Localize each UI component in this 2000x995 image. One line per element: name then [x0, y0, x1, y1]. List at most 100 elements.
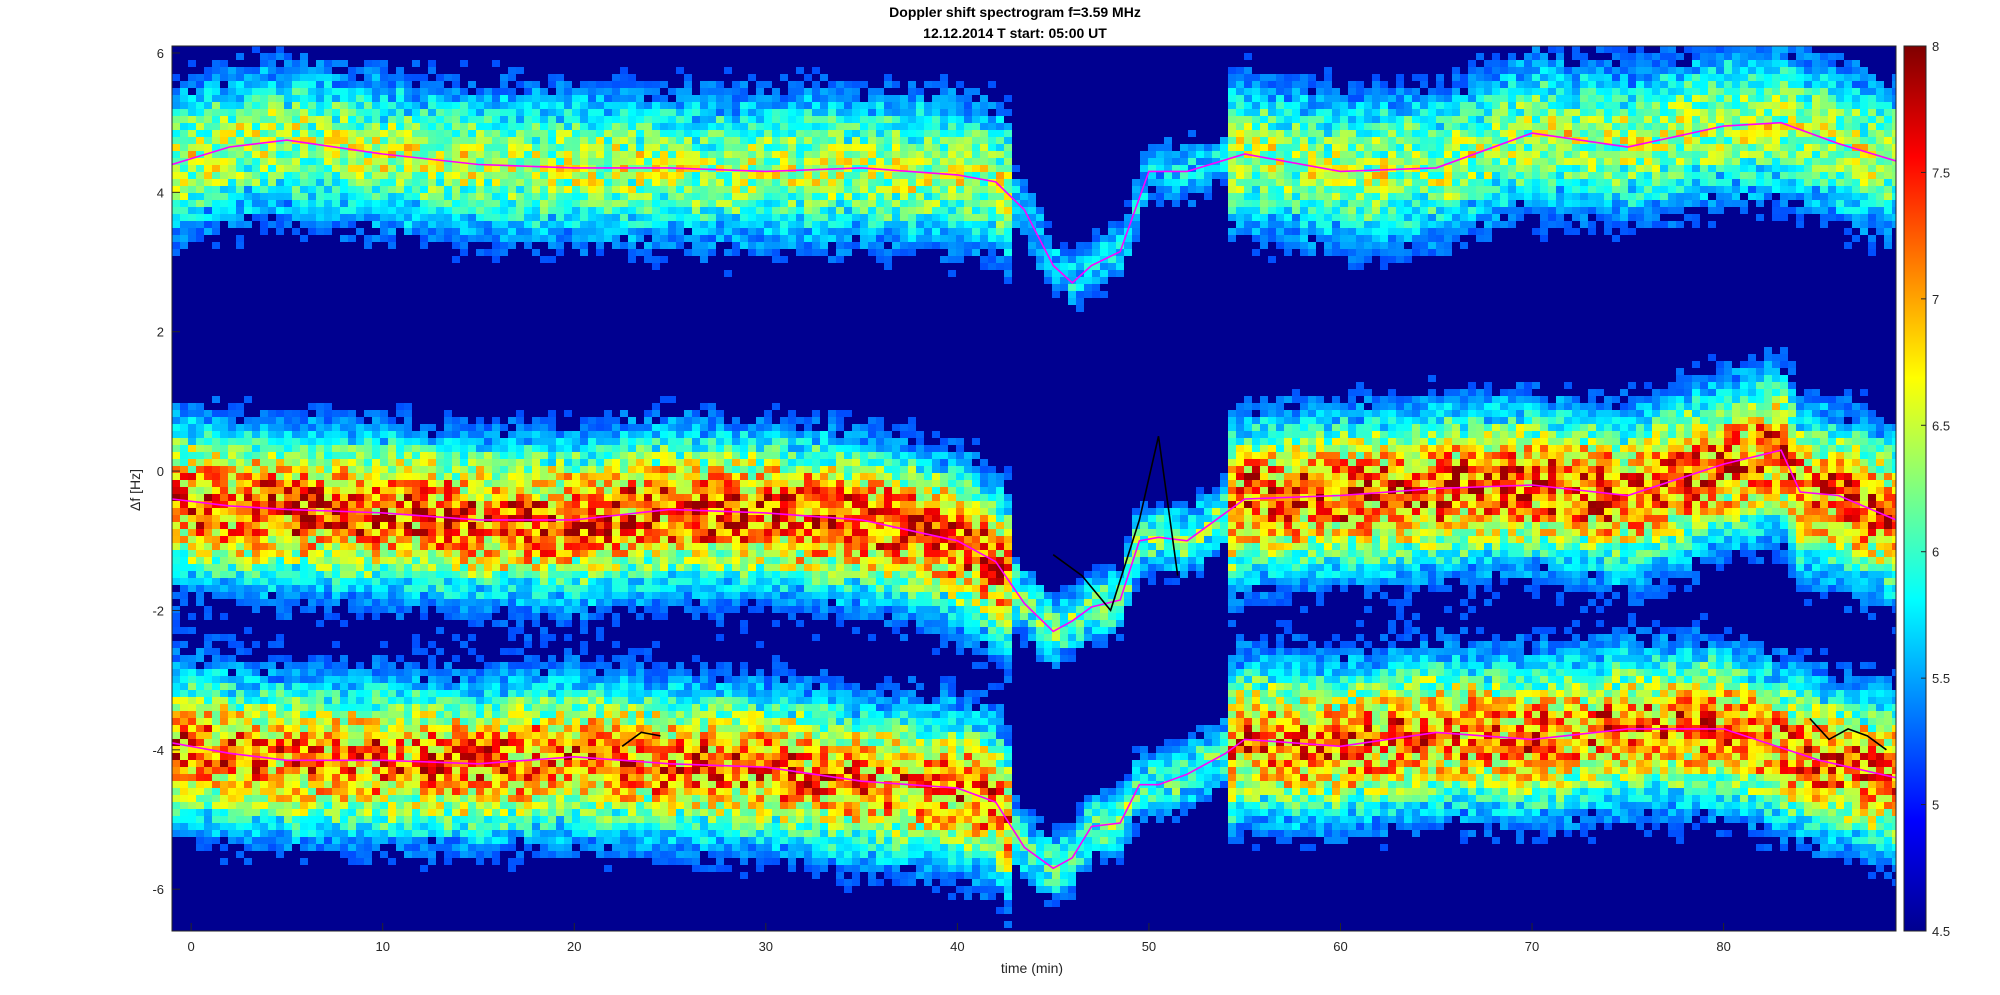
spectrogram-cell: [236, 851, 244, 858]
spectrogram-cell: [396, 599, 404, 606]
spectrogram-cell: [388, 760, 396, 767]
spectrogram-cell: [316, 151, 324, 158]
spectrogram-cell: [556, 158, 564, 165]
spectrogram-cell: [476, 501, 484, 508]
spectrogram-cell: [428, 466, 436, 473]
spectrogram-cell: [652, 501, 660, 508]
spectrogram-cell: [324, 102, 332, 109]
spectrogram-cell: [396, 95, 404, 102]
spectrogram-cell: [332, 88, 340, 95]
spectrogram-cell: [276, 676, 284, 683]
spectrogram-cell: [620, 704, 628, 711]
spectrogram-cell: [444, 438, 452, 445]
spectrogram-cell: [196, 683, 204, 690]
spectrogram-cell: [468, 200, 476, 207]
spectrogram-cell: [380, 508, 388, 515]
spectrogram-cell: [180, 816, 188, 823]
spectrogram-cell: [412, 193, 420, 200]
spectrogram-cell: [372, 207, 380, 214]
spectrogram-cell: [372, 585, 380, 592]
spectrogram-cell: [580, 431, 588, 438]
spectrogram-cell: [508, 165, 516, 172]
spectrogram-cell: [228, 634, 236, 641]
spectrogram-cell: [588, 599, 596, 606]
spectrogram-cell: [604, 536, 612, 543]
spectrogram-cell: [244, 137, 252, 144]
spectrogram-cell: [636, 564, 644, 571]
spectrogram-cell: [300, 830, 308, 837]
spectrogram-cell: [292, 417, 300, 424]
spectrogram-cell: [324, 158, 332, 165]
spectrogram-cell: [508, 543, 516, 550]
spectrogram-cell: [260, 137, 268, 144]
spectrogram-cell: [180, 732, 188, 739]
spectrogram-cell: [612, 424, 620, 431]
spectrogram-cell: [460, 242, 468, 249]
spectrogram-cell: [356, 760, 364, 767]
spectrogram-cell: [436, 676, 444, 683]
spectrogram-cell: [444, 529, 452, 536]
spectrogram-cell: [572, 781, 580, 788]
spectrogram-cell: [388, 662, 396, 669]
spectrogram-cell: [516, 214, 524, 221]
spectrogram-cell: [380, 452, 388, 459]
spectrogram-cell: [476, 823, 484, 830]
spectrogram-cell: [380, 536, 388, 543]
spectrogram-cell: [540, 221, 548, 228]
spectrogram-cell: [524, 179, 532, 186]
spectrogram-cell: [460, 522, 468, 529]
spectrogram-cell: [196, 123, 204, 130]
spectrogram-cell: [188, 725, 196, 732]
spectrogram-cell: [300, 774, 308, 781]
spectrogram-cell: [564, 445, 572, 452]
spectrogram-cell: [204, 200, 212, 207]
spectrogram-cell: [452, 599, 460, 606]
spectrogram-cell: [372, 795, 380, 802]
spectrogram-cell: [204, 151, 212, 158]
spectrogram-cell: [572, 809, 580, 816]
spectrogram-cell: [644, 228, 652, 235]
spectrogram-cell: [452, 417, 460, 424]
spectrogram-cell: [188, 480, 196, 487]
spectrogram-cell: [524, 466, 532, 473]
spectrogram-cell: [388, 837, 396, 844]
spectrogram-cell: [268, 746, 276, 753]
spectrogram-cell: [628, 438, 636, 445]
spectrogram-cell: [612, 487, 620, 494]
spectrogram-cell: [436, 214, 444, 221]
spectrogram-cell: [212, 109, 220, 116]
spectrogram-cell: [300, 823, 308, 830]
spectrogram-cell: [244, 452, 252, 459]
spectrogram-cell: [660, 172, 668, 179]
spectrogram-cell: [532, 529, 540, 536]
spectrogram-cell: [340, 515, 348, 522]
spectrogram-cell: [300, 53, 308, 60]
spectrogram-cell: [580, 830, 588, 837]
spectrogram-cell: [652, 571, 660, 578]
spectrogram-cell: [332, 823, 340, 830]
spectrogram-cell: [412, 823, 420, 830]
spectrogram-cell: [484, 592, 492, 599]
spectrogram-cell: [420, 781, 428, 788]
spectrogram-cell: [228, 676, 236, 683]
spectrogram-cell: [572, 739, 580, 746]
spectrogram-cell: [300, 88, 308, 95]
spectrogram-cell: [588, 704, 596, 711]
spectrogram-cell: [548, 228, 556, 235]
spectrogram-cell: [420, 228, 428, 235]
spectrogram-cell: [540, 704, 548, 711]
spectrogram-cell: [652, 452, 660, 459]
spectrogram-cell: [348, 417, 356, 424]
spectrogram-cell: [260, 165, 268, 172]
spectrogram-cell: [188, 795, 196, 802]
spectrogram-cell: [308, 95, 316, 102]
spectrogram-cell: [596, 207, 604, 214]
spectrogram-cell: [220, 823, 228, 830]
spectrogram-cell: [468, 431, 476, 438]
spectrogram-cell: [260, 438, 268, 445]
spectrogram-cell: [380, 60, 388, 67]
spectrogram-cell: [436, 830, 444, 837]
spectrogram-cell: [196, 151, 204, 158]
spectrogram-cell: [244, 676, 252, 683]
spectrogram-cell: [300, 788, 308, 795]
